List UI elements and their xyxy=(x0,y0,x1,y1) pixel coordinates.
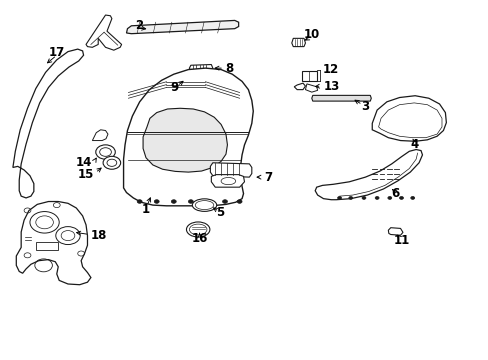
Circle shape xyxy=(205,200,210,203)
Text: 18: 18 xyxy=(91,229,107,242)
Circle shape xyxy=(237,200,242,203)
Text: 12: 12 xyxy=(322,63,338,76)
Circle shape xyxy=(96,145,115,159)
Circle shape xyxy=(399,197,403,199)
Circle shape xyxy=(154,200,159,203)
Polygon shape xyxy=(291,39,305,46)
Text: 9: 9 xyxy=(170,81,178,94)
Circle shape xyxy=(374,197,378,199)
Polygon shape xyxy=(189,64,212,72)
Circle shape xyxy=(100,148,111,156)
Text: 5: 5 xyxy=(216,207,224,220)
Circle shape xyxy=(103,156,121,169)
Polygon shape xyxy=(294,83,305,90)
Circle shape xyxy=(188,200,193,203)
Text: 1: 1 xyxy=(142,203,150,216)
Text: 3: 3 xyxy=(361,100,369,113)
Polygon shape xyxy=(211,175,244,187)
Circle shape xyxy=(222,200,227,203)
Circle shape xyxy=(348,197,352,199)
Polygon shape xyxy=(315,149,422,200)
Circle shape xyxy=(137,200,142,203)
Polygon shape xyxy=(387,228,402,235)
Circle shape xyxy=(171,200,176,203)
Text: 10: 10 xyxy=(303,28,319,41)
Polygon shape xyxy=(123,68,253,206)
Polygon shape xyxy=(371,96,446,141)
Text: 13: 13 xyxy=(323,80,339,93)
Polygon shape xyxy=(16,202,91,285)
Circle shape xyxy=(410,197,414,199)
Circle shape xyxy=(337,197,341,199)
Text: 7: 7 xyxy=(264,171,272,184)
Polygon shape xyxy=(143,108,227,172)
Ellipse shape xyxy=(186,222,209,237)
Polygon shape xyxy=(210,163,251,177)
Text: 4: 4 xyxy=(409,138,417,150)
Text: 6: 6 xyxy=(391,187,399,200)
Text: 11: 11 xyxy=(392,234,409,247)
Circle shape xyxy=(387,197,391,199)
Text: 15: 15 xyxy=(78,168,94,181)
Ellipse shape xyxy=(195,201,213,210)
Text: 8: 8 xyxy=(224,62,233,75)
Polygon shape xyxy=(176,75,200,82)
Ellipse shape xyxy=(189,224,206,235)
Text: 2: 2 xyxy=(135,19,143,32)
Text: 16: 16 xyxy=(191,231,207,244)
Circle shape xyxy=(361,197,365,199)
Text: 17: 17 xyxy=(48,46,65,59)
Polygon shape xyxy=(311,95,370,101)
Circle shape xyxy=(107,159,117,166)
Text: 14: 14 xyxy=(76,156,92,169)
Ellipse shape xyxy=(192,199,216,211)
Polygon shape xyxy=(126,21,238,34)
